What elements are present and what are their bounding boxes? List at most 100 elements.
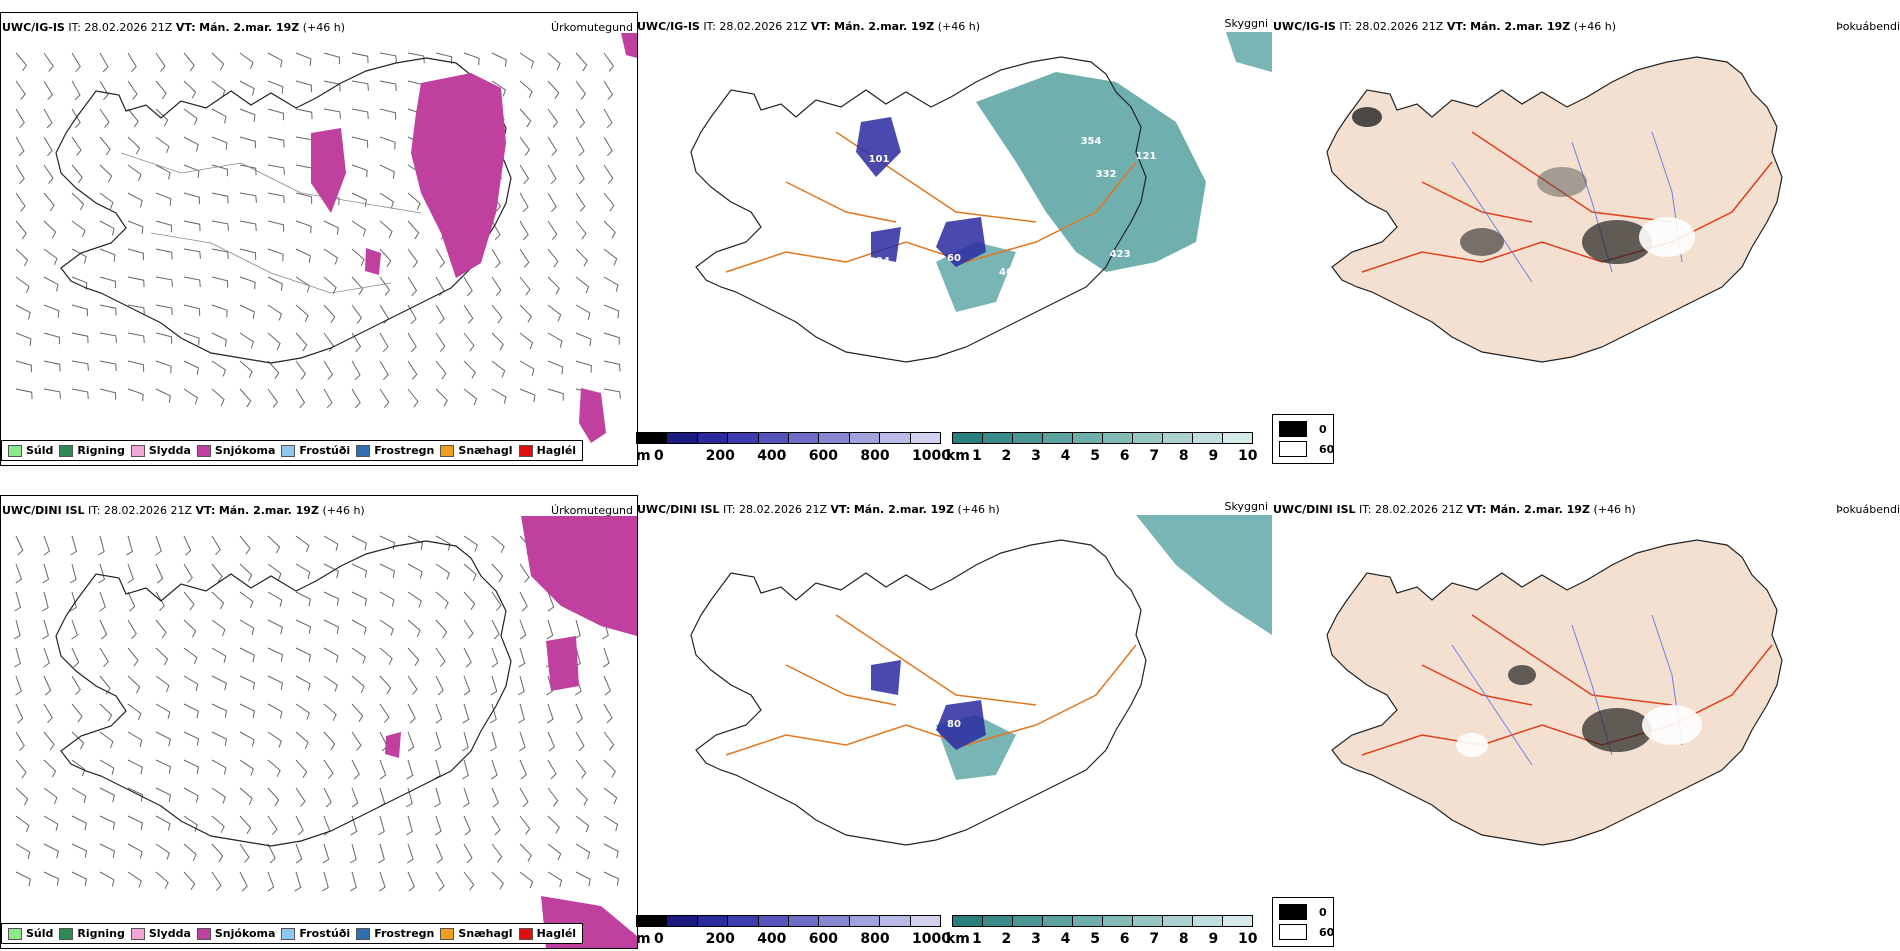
colorbar-segment xyxy=(1222,915,1253,927)
wind-barb xyxy=(267,787,280,807)
wind-barb xyxy=(603,276,619,292)
wind-barb xyxy=(15,304,31,320)
fog-panel-top: UWC/IG-IS IT: 28.02.2026 21Z VT: Mán. 2.… xyxy=(1272,12,1900,464)
colorbar-segment xyxy=(1162,915,1193,927)
wind-barb xyxy=(15,535,24,556)
wind-barb xyxy=(547,360,564,375)
colorbar-tick: 1 xyxy=(972,931,982,947)
wind-barb xyxy=(519,815,531,835)
wind-barb xyxy=(267,535,281,554)
wind-barb xyxy=(155,815,171,831)
wind-barb xyxy=(295,647,311,662)
wind-barb xyxy=(351,80,369,91)
visibility-colorbar xyxy=(952,915,1253,929)
wind-barb xyxy=(267,388,279,408)
wind-barb xyxy=(183,52,195,72)
cloud-cover xyxy=(976,72,1206,272)
wind-barb xyxy=(519,164,530,185)
wind-barb xyxy=(267,248,284,262)
wind-barb xyxy=(127,332,145,344)
wind-barb xyxy=(295,248,311,263)
wind-barb xyxy=(519,332,534,350)
wind-barb xyxy=(491,759,498,780)
wind-barb xyxy=(323,360,334,381)
colorbar-tick: 5 xyxy=(1090,448,1100,464)
wind-barb xyxy=(323,759,334,779)
wind-barb xyxy=(603,220,616,239)
wind-barb xyxy=(43,815,59,832)
snow-area xyxy=(546,636,579,691)
wind-barb xyxy=(155,563,164,584)
legend-label: Slydda xyxy=(148,444,191,457)
ceiling-label: 101 xyxy=(869,154,890,165)
wind-barb xyxy=(575,703,584,724)
panel-type-label: Þokuábendi xyxy=(1836,20,1900,33)
wind-barb xyxy=(323,787,332,808)
legend-item: Rigning xyxy=(59,927,125,940)
wind-barb xyxy=(323,675,338,692)
wind-barb xyxy=(43,220,57,239)
wind-barb xyxy=(323,731,336,751)
wind-barb xyxy=(575,220,587,240)
wind-barb xyxy=(407,871,416,892)
colorbar-segment xyxy=(1192,432,1223,444)
wind-barb xyxy=(463,52,480,66)
fog-patch xyxy=(1582,220,1652,264)
legend-swatch xyxy=(518,444,533,457)
wind-barb xyxy=(43,535,51,556)
wind-barb xyxy=(547,591,555,612)
wind-barb xyxy=(575,192,586,212)
wind-barb xyxy=(239,388,252,408)
wind-barb xyxy=(71,136,82,156)
ceiling-label: 95 xyxy=(872,272,886,283)
colorbar-tick: 7 xyxy=(1149,448,1160,464)
wind-barb xyxy=(211,619,226,637)
wind-barb xyxy=(127,703,142,721)
visibility-colorbar xyxy=(952,432,1253,446)
colorbar-segment xyxy=(636,915,668,927)
precip-panel-top: UWC/IG-IS IT: 28.02.2026 21Z VT: Mán. 2.… xyxy=(0,12,638,466)
wind-barb xyxy=(351,535,367,551)
legend-item: Haglél xyxy=(518,927,576,940)
legend-swatch xyxy=(518,927,533,940)
iceland-land xyxy=(1326,539,1783,846)
panel-title: UWC/DINI ISL IT: 28.02.2026 21Z VT: Mán.… xyxy=(637,503,1000,516)
wind-barb xyxy=(519,220,529,241)
legend-swatch xyxy=(440,444,455,457)
wind-barb xyxy=(14,647,21,668)
wind-barb xyxy=(71,248,87,264)
wind-barb xyxy=(155,220,172,233)
precip-panel-bottom: UWC/DINI ISL IT: 28.02.2026 21Z VT: Mán.… xyxy=(0,495,638,949)
wind-barb xyxy=(519,276,531,296)
wind-barb xyxy=(407,332,417,353)
wind-barb xyxy=(350,815,358,836)
colorbar-tick: 400 xyxy=(757,448,787,464)
wind-barb xyxy=(267,675,283,690)
wind-barb xyxy=(267,80,284,94)
low-ceiling xyxy=(936,700,986,750)
colorbar-segment xyxy=(909,432,941,444)
wind-barb xyxy=(546,675,553,696)
wind-barb xyxy=(379,276,391,296)
wind-barb xyxy=(519,843,532,862)
wind-barb xyxy=(211,675,227,691)
wind-barb xyxy=(379,248,392,268)
ceiling-label: 35 xyxy=(1094,735,1108,746)
colorbar-segment xyxy=(1042,432,1073,444)
wind-barb xyxy=(323,388,333,409)
wind-barb xyxy=(379,388,390,408)
wind-barb xyxy=(183,276,201,288)
wind-barb xyxy=(323,535,339,552)
colorbar-segment xyxy=(788,432,820,444)
height-colorbar-labels: m 0 200 400 600 800 1000 xyxy=(636,931,951,951)
wind-barb xyxy=(295,535,310,553)
ceiling-label: 60 xyxy=(947,253,961,264)
density-swatch xyxy=(1279,441,1307,457)
wind-barb xyxy=(183,388,198,405)
wind-barb xyxy=(350,871,357,892)
wind-barb xyxy=(127,276,145,288)
wind-barb xyxy=(14,591,22,612)
legend-label: Haglél xyxy=(536,444,577,457)
wind-barb xyxy=(183,80,197,99)
precip-map xyxy=(13,516,637,948)
